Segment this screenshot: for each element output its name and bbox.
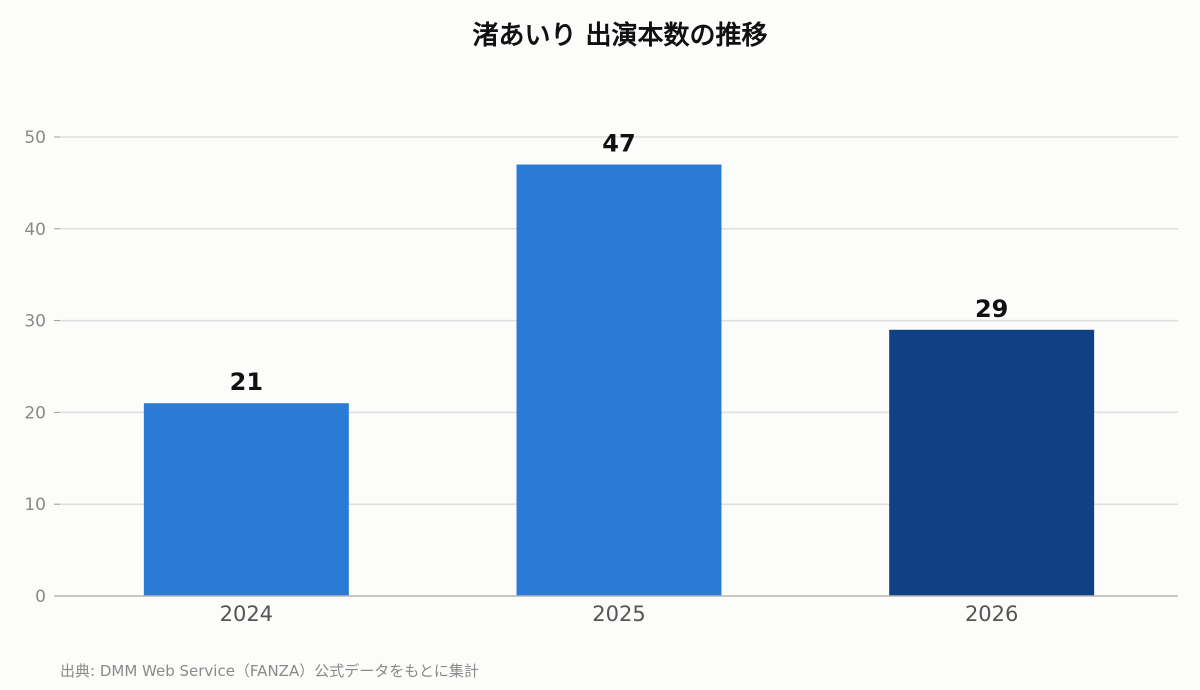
- y-tick-label: 40: [24, 220, 46, 240]
- chart-title: 渚あいり 出演本数の推移: [472, 20, 767, 51]
- bar-2026: [889, 329, 1095, 596]
- bar-2025: [516, 164, 722, 597]
- y-tick-label: 10: [24, 495, 46, 515]
- data-label: 29: [975, 295, 1008, 323]
- data-label: 21: [230, 368, 263, 396]
- x-tick-label: 2026: [965, 602, 1018, 626]
- y-tick-label: 50: [24, 128, 46, 148]
- y-tick-label: 20: [24, 403, 46, 423]
- y-tick-label: 0: [35, 587, 46, 607]
- x-axis: 2024 2025 2026: [54, 595, 1178, 626]
- bars: 21 47 29: [143, 130, 1095, 597]
- y-axis: 0 10 20 30 40 50: [24, 128, 60, 607]
- x-tick-label: 2024: [220, 602, 273, 626]
- source-note: 出典: DMM Web Service（FANZA）公式データをもとに集計: [60, 662, 479, 680]
- x-tick-label: 2025: [592, 602, 645, 626]
- data-label: 47: [602, 130, 635, 158]
- bar-2024: [143, 403, 349, 596]
- y-tick-label: 30: [24, 312, 46, 332]
